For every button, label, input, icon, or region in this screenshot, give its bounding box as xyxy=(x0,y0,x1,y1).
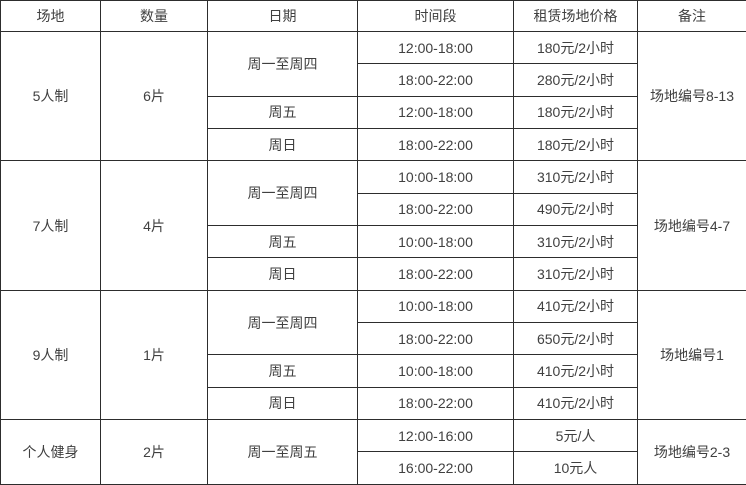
venue-cell: 个人健身 xyxy=(0,419,101,485)
table-row: 18:00-22:00 280元/2小时 xyxy=(1,63,746,97)
table-row: 9人制 1片 周一至周四 10:00-18:00 410元/2小时 场地编号1 xyxy=(0,289,746,421)
table-row: 周日 18:00-22:00 310元/2小时 xyxy=(1,257,746,291)
header-cell-note: 备注 xyxy=(637,0,746,32)
table-row: 周五 12:00-18:00 180元/2小时 xyxy=(1,95,746,130)
time-cell: 10:00-18:00 xyxy=(357,160,514,194)
date-cell: 周一至周四 xyxy=(207,31,358,97)
price-cell: 180元/2小时 xyxy=(513,95,638,130)
venue-cell: 9人制 xyxy=(0,289,101,421)
quantity-cell: 4片 xyxy=(100,160,208,291)
quantity-cell: 2片 xyxy=(100,419,208,485)
table-row: 周五 10:00-18:00 310元/2小时 xyxy=(1,225,746,259)
table-row: 7人制 4片 周一至周四 10:00-18:00 310元/2小时 场地编号4-… xyxy=(0,160,746,291)
header-cell-venue: 场地 xyxy=(0,0,101,32)
time-cell: 18:00-22:00 xyxy=(357,386,514,421)
price-cell: 310元/2小时 xyxy=(513,160,638,194)
note-cell: 场地编号8-13 xyxy=(637,30,746,162)
date-cell: 周五 xyxy=(207,354,358,388)
header-cell-date: 日期 xyxy=(207,0,358,32)
table-row: 18:00-22:00 490元/2小时 xyxy=(1,192,746,227)
header-cell-quantity: 数量 xyxy=(100,0,208,32)
time-cell: 16:00-22:00 xyxy=(357,451,514,485)
table-row: 16:00-22:00 10元人 xyxy=(1,451,746,485)
date-cell: 周五 xyxy=(207,95,358,130)
date-cell: 周五 xyxy=(207,225,358,259)
date-cell: 周日 xyxy=(207,257,358,291)
time-cell: 10:00-18:00 xyxy=(357,354,514,388)
price-cell: 310元/2小时 xyxy=(513,225,638,259)
date-cell: 周一至周四 xyxy=(207,160,358,227)
date-cell: 周一至周四 xyxy=(207,289,358,356)
time-cell: 18:00-22:00 xyxy=(357,257,514,291)
venue-cell: 5人制 xyxy=(0,30,101,162)
time-cell: 18:00-22:00 xyxy=(357,322,514,356)
time-cell: 12:00-16:00 xyxy=(357,419,514,453)
date-cell: 周日 xyxy=(207,386,358,421)
venue-cell: 7人制 xyxy=(0,160,101,291)
time-cell: 10:00-18:00 xyxy=(357,289,514,324)
price-cell: 410元/2小时 xyxy=(513,386,638,421)
note-cell: 场地编号1 xyxy=(637,289,746,421)
note-cell: 场地编号4-7 xyxy=(637,160,746,291)
header-row: 场地 数量 日期 时间段 租赁场地价格 备注 xyxy=(0,0,746,32)
price-cell: 5元/人 xyxy=(513,419,638,453)
note-cell: 场地编号2-3 xyxy=(637,419,746,485)
table-row: 周日 18:00-22:00 180元/2小时 xyxy=(1,128,746,162)
table-row: 18:00-22:00 650元/2小时 xyxy=(1,322,746,356)
time-cell: 12:00-18:00 xyxy=(357,30,514,65)
price-cell: 310元/2小时 xyxy=(513,257,638,291)
table-row: 5人制 6片 周一至周四 12:00-18:00 180元/2小时 场地编号8-… xyxy=(0,30,746,162)
price-cell: 10元人 xyxy=(513,451,638,485)
time-cell: 10:00-18:00 xyxy=(357,225,514,259)
time-cell: 18:00-22:00 xyxy=(357,63,514,97)
time-cell: 18:00-22:00 xyxy=(357,192,514,227)
price-cell: 180元/2小时 xyxy=(513,128,638,162)
table-row: 个人健身 2片 周一至周五 12:00-16:00 5元/人 场地编号2-3 xyxy=(0,419,746,485)
price-cell: 180元/2小时 xyxy=(513,30,638,65)
date-cell: 周一至周五 xyxy=(207,419,358,485)
quantity-cell: 1片 xyxy=(100,289,208,421)
table-row: 周五 10:00-18:00 410元/2小时 xyxy=(1,354,746,388)
header-cell-price: 租赁场地价格 xyxy=(513,0,638,32)
time-cell: 18:00-22:00 xyxy=(357,128,514,162)
price-cell: 490元/2小时 xyxy=(513,192,638,227)
time-cell: 12:00-18:00 xyxy=(357,95,514,130)
table-row: 周日 18:00-22:00 410元/2小时 xyxy=(1,386,746,421)
price-cell: 650元/2小时 xyxy=(513,322,638,356)
price-cell: 280元/2小时 xyxy=(513,63,638,97)
header-cell-timeslot: 时间段 xyxy=(357,0,514,32)
date-cell: 周日 xyxy=(207,128,358,162)
quantity-cell: 6片 xyxy=(100,30,208,162)
price-cell: 410元/2小时 xyxy=(513,289,638,324)
price-cell: 410元/2小时 xyxy=(513,354,638,388)
